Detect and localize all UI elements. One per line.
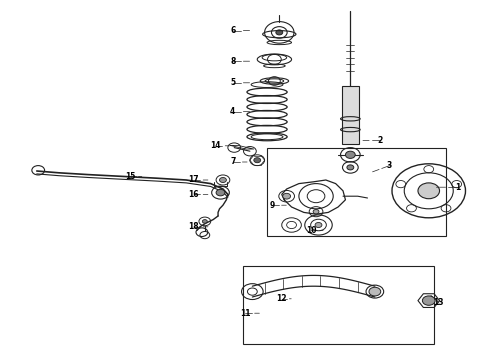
- Text: 15: 15: [124, 172, 135, 181]
- Circle shape: [313, 210, 319, 214]
- Circle shape: [315, 222, 322, 228]
- Text: 16: 16: [188, 190, 199, 199]
- Text: 7: 7: [230, 157, 235, 166]
- Circle shape: [220, 177, 226, 183]
- Text: 1: 1: [456, 183, 461, 192]
- Text: 13: 13: [433, 298, 444, 307]
- Bar: [267, 148, 446, 236]
- Text: 12: 12: [276, 294, 287, 303]
- Text: 4: 4: [230, 107, 235, 116]
- Circle shape: [422, 296, 435, 305]
- Circle shape: [347, 165, 354, 170]
- Circle shape: [283, 193, 291, 199]
- Text: 18: 18: [188, 222, 199, 231]
- Circle shape: [254, 158, 261, 163]
- Circle shape: [345, 151, 355, 158]
- Text: 6: 6: [230, 26, 235, 35]
- Text: 14: 14: [210, 141, 221, 150]
- Text: 8: 8: [230, 57, 235, 66]
- Bar: [243, 266, 434, 344]
- Text: 11: 11: [240, 309, 250, 318]
- Circle shape: [216, 189, 225, 196]
- Text: 2: 2: [377, 136, 382, 145]
- Text: 17: 17: [188, 175, 199, 184]
- Circle shape: [202, 220, 207, 223]
- Bar: [342, 86, 359, 144]
- Circle shape: [276, 30, 283, 35]
- Text: 3: 3: [387, 161, 392, 170]
- Text: 10: 10: [306, 226, 317, 235]
- Text: 9: 9: [270, 201, 274, 210]
- Circle shape: [369, 287, 381, 296]
- Text: 5: 5: [230, 78, 235, 87]
- Circle shape: [418, 183, 440, 199]
